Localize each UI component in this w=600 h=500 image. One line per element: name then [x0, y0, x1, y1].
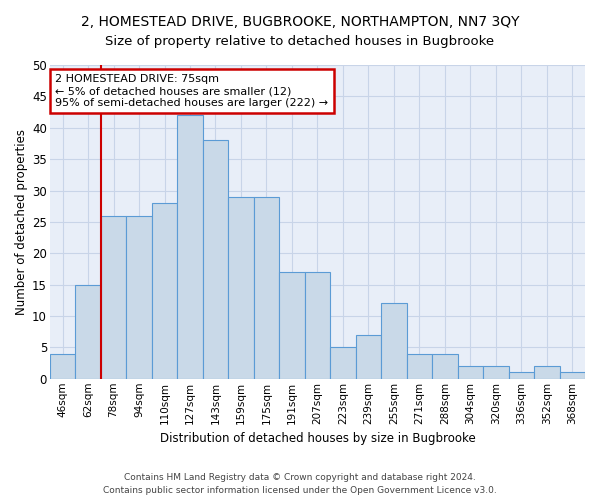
Bar	[330, 348, 356, 379]
Bar	[152, 203, 177, 379]
Bar	[483, 366, 509, 379]
Bar	[76, 284, 101, 379]
Bar	[407, 354, 432, 379]
Bar	[534, 366, 560, 379]
Y-axis label: Number of detached properties: Number of detached properties	[15, 129, 28, 315]
Bar	[560, 372, 585, 379]
Bar	[509, 372, 534, 379]
X-axis label: Distribution of detached houses by size in Bugbrooke: Distribution of detached houses by size …	[160, 432, 475, 445]
Bar	[126, 216, 152, 379]
Bar	[432, 354, 458, 379]
Bar	[279, 272, 305, 379]
Bar	[381, 304, 407, 379]
Bar	[203, 140, 228, 379]
Bar	[228, 197, 254, 379]
Text: Size of property relative to detached houses in Bugbrooke: Size of property relative to detached ho…	[106, 35, 494, 48]
Bar	[177, 115, 203, 379]
Bar	[50, 354, 76, 379]
Bar	[254, 197, 279, 379]
Bar	[305, 272, 330, 379]
Bar	[101, 216, 126, 379]
Bar	[356, 335, 381, 379]
Text: 2, HOMESTEAD DRIVE, BUGBROOKE, NORTHAMPTON, NN7 3QY: 2, HOMESTEAD DRIVE, BUGBROOKE, NORTHAMPT…	[81, 15, 519, 29]
Text: Contains HM Land Registry data © Crown copyright and database right 2024.
Contai: Contains HM Land Registry data © Crown c…	[103, 473, 497, 495]
Bar	[458, 366, 483, 379]
Text: 2 HOMESTEAD DRIVE: 75sqm
← 5% of detached houses are smaller (12)
95% of semi-de: 2 HOMESTEAD DRIVE: 75sqm ← 5% of detache…	[55, 74, 328, 108]
